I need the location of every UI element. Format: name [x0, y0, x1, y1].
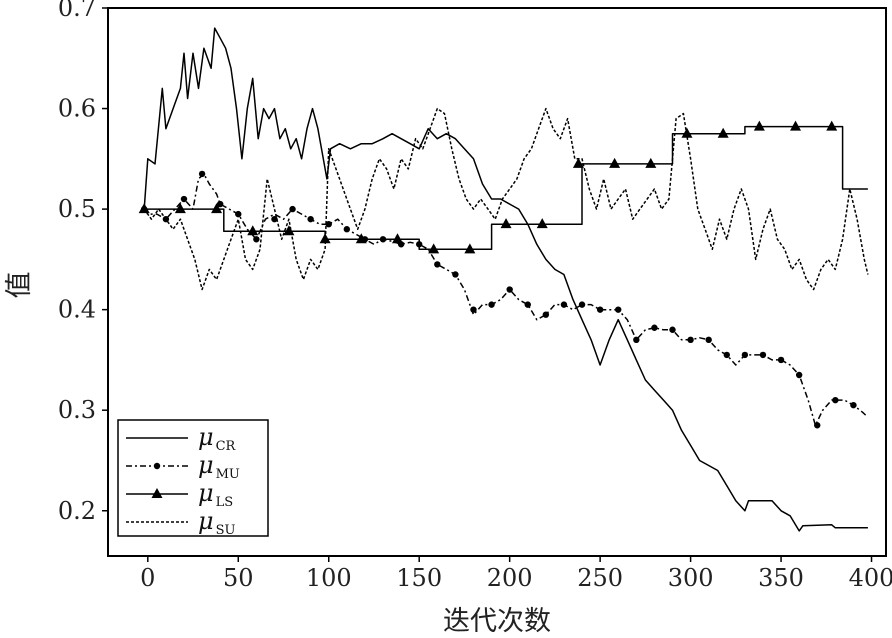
- data-point: [717, 127, 729, 138]
- y-tick-label: 0.4: [58, 296, 96, 324]
- data-point: [174, 203, 186, 214]
- data-point: [391, 233, 403, 244]
- data-point: [542, 311, 550, 318]
- data-point: [741, 351, 749, 359]
- data-point: [687, 336, 694, 344]
- data-point: [464, 243, 476, 254]
- data-point: [651, 324, 658, 331]
- data-point: [271, 215, 278, 223]
- data-point: [211, 203, 223, 214]
- series-line: [143, 107, 869, 291]
- data-point: [723, 351, 730, 359]
- data-point: [506, 286, 513, 293]
- data-point: [536, 218, 548, 229]
- data-point: [705, 336, 712, 344]
- data-point: [615, 306, 622, 313]
- legend-marker: [151, 488, 163, 498]
- data-point: [325, 220, 332, 228]
- data-point: [247, 225, 259, 236]
- data-point: [289, 205, 296, 213]
- x-tick-label: 100: [306, 564, 352, 592]
- x-tick-label: 300: [668, 564, 714, 592]
- series-line: [143, 27, 868, 532]
- data-point: [777, 356, 785, 364]
- data-point: [795, 371, 803, 379]
- data-point: [524, 301, 531, 308]
- legend-label: μ CR: [198, 423, 237, 454]
- series-layer: [138, 27, 869, 532]
- data-point: [253, 236, 260, 243]
- y-axis-title: 值: [4, 272, 35, 299]
- data-point: [343, 226, 351, 233]
- data-point: [832, 396, 839, 404]
- data-point: [235, 210, 242, 218]
- y-tick-label: 0.3: [58, 396, 96, 424]
- x-tick-label: 250: [577, 564, 623, 592]
- series-ls: [138, 120, 868, 254]
- data-point: [355, 233, 367, 244]
- data-point: [759, 351, 767, 359]
- data-point: [596, 306, 604, 313]
- data-point: [500, 218, 512, 229]
- data-point: [609, 157, 621, 168]
- data-point: [850, 401, 857, 409]
- data-point: [488, 301, 495, 308]
- legend-label: μ SU: [198, 507, 236, 538]
- data-point: [470, 306, 477, 313]
- data-point: [753, 120, 765, 131]
- x-tick-label: 0: [140, 564, 155, 592]
- data-point: [790, 120, 802, 131]
- data-point: [428, 243, 440, 254]
- x-tick-label: 50: [223, 564, 254, 592]
- data-point: [814, 422, 821, 429]
- data-point: [633, 336, 640, 344]
- data-point: [560, 301, 568, 308]
- data-point: [216, 200, 224, 208]
- y-tick-label: 0.5: [58, 195, 96, 223]
- legend-box: [117, 419, 269, 537]
- data-point: [669, 326, 676, 333]
- legend-label: μ LS: [198, 479, 233, 510]
- data-point: [572, 157, 584, 168]
- data-point: [307, 215, 314, 223]
- axis-ticks: 0 50 100 150 200 250 300 350 400 0.2 0.3 0.4 0.5 0.6 0…: [58, 0, 892, 592]
- data-point: [434, 261, 441, 268]
- x-tick-label: 200: [487, 564, 533, 592]
- data-point: [198, 170, 206, 178]
- data-point: [452, 271, 459, 278]
- data-point: [826, 120, 838, 131]
- data-point: [578, 301, 586, 308]
- y-tick-label: 0.6: [58, 95, 96, 123]
- data-point: [645, 157, 657, 168]
- legend-marker: [153, 462, 161, 470]
- y-tick-label: 0.7: [58, 0, 96, 22]
- legend-label: μ MU: [198, 451, 240, 482]
- y-tick-label: 0.2: [58, 497, 96, 525]
- series-mu: [140, 170, 869, 429]
- x-axis-title: 迭代次数: [443, 606, 551, 637]
- x-tick-label: 400: [849, 564, 892, 592]
- x-tick-label: 150: [396, 564, 442, 592]
- series-su: [143, 107, 869, 291]
- legend: μ CRμ MUμ LSμ SU: [117, 419, 269, 538]
- x-tick-label: 350: [758, 564, 804, 592]
- data-point: [180, 195, 188, 203]
- series-cr: [143, 27, 868, 532]
- data-point: [138, 203, 150, 214]
